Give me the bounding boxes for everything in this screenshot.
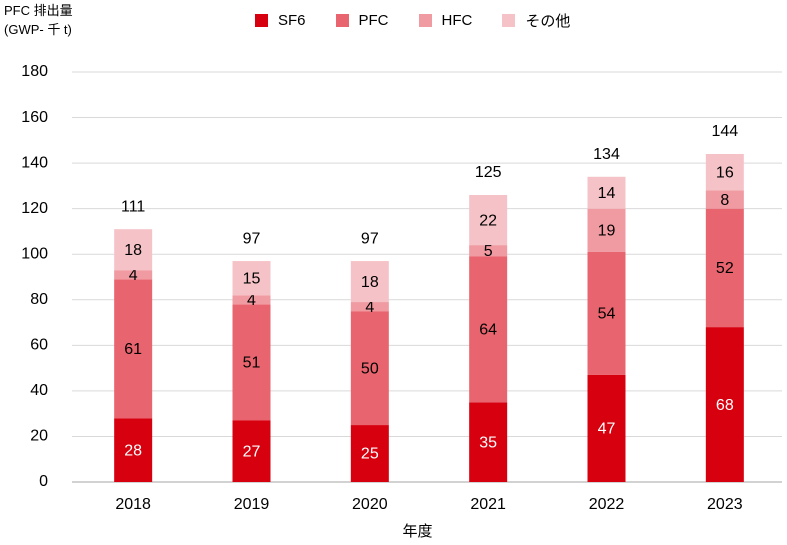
bar-segment xyxy=(469,402,508,482)
bar-segment xyxy=(350,261,389,303)
bar-segment xyxy=(114,279,153,419)
bar-segment xyxy=(705,327,744,482)
y-axis-title-line1: PFC 排出量 xyxy=(4,3,73,18)
legend-item: その他 xyxy=(502,10,570,31)
legend-item: SF6 xyxy=(255,10,306,31)
bar-segment xyxy=(705,190,744,209)
data-label: 22 xyxy=(479,212,497,229)
data-label: 50 xyxy=(361,360,379,377)
x-tick-label: 2023 xyxy=(707,496,743,513)
data-label: 47 xyxy=(598,421,616,438)
y-tick-label: 100 xyxy=(21,245,48,262)
legend-swatch xyxy=(502,14,516,27)
y-axis-title-line2: (GWP- 千 t) xyxy=(4,22,72,37)
legend-label: その他 xyxy=(525,13,571,30)
data-label: 5 xyxy=(484,243,493,260)
bar-segment xyxy=(232,420,271,482)
data-label: 51 xyxy=(243,355,261,372)
legend-item: PFC xyxy=(335,10,389,31)
data-label: 18 xyxy=(361,274,379,291)
bar-segment xyxy=(114,270,153,280)
data-label: 15 xyxy=(243,270,261,287)
data-label: 14 xyxy=(598,185,616,202)
data-label: 54 xyxy=(598,306,616,323)
x-tick-label: 2020 xyxy=(352,496,388,513)
data-label: 16 xyxy=(716,164,734,181)
bar-segment xyxy=(350,311,389,426)
data-label: 4 xyxy=(247,292,256,309)
legend-label: SF6 xyxy=(278,12,306,29)
bar-segment xyxy=(114,418,153,482)
legend: SF6 PFC HFC その他 xyxy=(255,10,600,31)
x-tick-label: 2021 xyxy=(470,496,506,513)
y-tick-label: 180 xyxy=(21,63,48,80)
bar-segment xyxy=(469,195,508,246)
bar-segment xyxy=(469,256,508,403)
bar-segment xyxy=(587,251,626,375)
total-label: 144 xyxy=(711,123,738,140)
data-label: 52 xyxy=(716,260,734,277)
total-label: 97 xyxy=(243,230,261,247)
total-label: 125 xyxy=(475,164,502,181)
data-label: 25 xyxy=(361,446,379,463)
data-label: 18 xyxy=(124,242,142,259)
legend-item: HFC xyxy=(418,10,473,31)
bar-segment xyxy=(350,302,389,312)
y-tick-label: 40 xyxy=(30,382,48,399)
bar-segment xyxy=(587,374,626,482)
data-label: 35 xyxy=(479,434,497,451)
total-label: 111 xyxy=(121,198,145,215)
bar-segment xyxy=(114,229,153,271)
y-tick-label: 60 xyxy=(30,337,48,354)
bar-segment xyxy=(232,304,271,421)
bar-segment xyxy=(587,176,626,209)
bar-segment xyxy=(705,208,744,328)
x-tick-label: 2018 xyxy=(115,496,151,513)
legend-swatch xyxy=(255,14,268,27)
y-tick-label: 80 xyxy=(30,291,48,308)
data-label: 8 xyxy=(720,192,729,209)
data-label: 4 xyxy=(129,267,138,284)
total-label: 97 xyxy=(361,230,379,247)
data-label: 4 xyxy=(365,299,374,316)
y-tick-label: 160 xyxy=(21,109,48,126)
data-label: 19 xyxy=(598,223,616,240)
data-label: 27 xyxy=(243,443,261,460)
bar-segment xyxy=(232,261,271,296)
bar-segment xyxy=(232,295,271,305)
bar-segment xyxy=(469,245,508,257)
data-label: 68 xyxy=(716,397,734,414)
y-axis-title: PFC 排出量 (GWP- 千 t) xyxy=(4,3,73,38)
data-label: 61 xyxy=(124,341,142,358)
data-label: 64 xyxy=(479,322,497,339)
legend-label: HFC xyxy=(441,12,473,29)
x-tick-label: 2019 xyxy=(234,496,270,513)
bar-segment xyxy=(705,154,744,191)
x-tick-label: 2022 xyxy=(589,496,625,513)
bar-segment xyxy=(587,208,626,252)
x-axis-title: 年度 xyxy=(402,523,433,540)
y-tick-label: 140 xyxy=(21,154,48,171)
legend-label: PFC xyxy=(358,12,389,29)
total-label: 134 xyxy=(593,146,620,163)
y-tick-label: 120 xyxy=(21,200,48,217)
y-tick-label: 20 xyxy=(30,428,48,445)
data-label: 28 xyxy=(124,442,142,459)
bar-segment xyxy=(350,425,389,482)
legend-swatch xyxy=(418,14,432,27)
legend-swatch xyxy=(335,14,349,27)
y-tick-label: 0 xyxy=(39,473,48,490)
